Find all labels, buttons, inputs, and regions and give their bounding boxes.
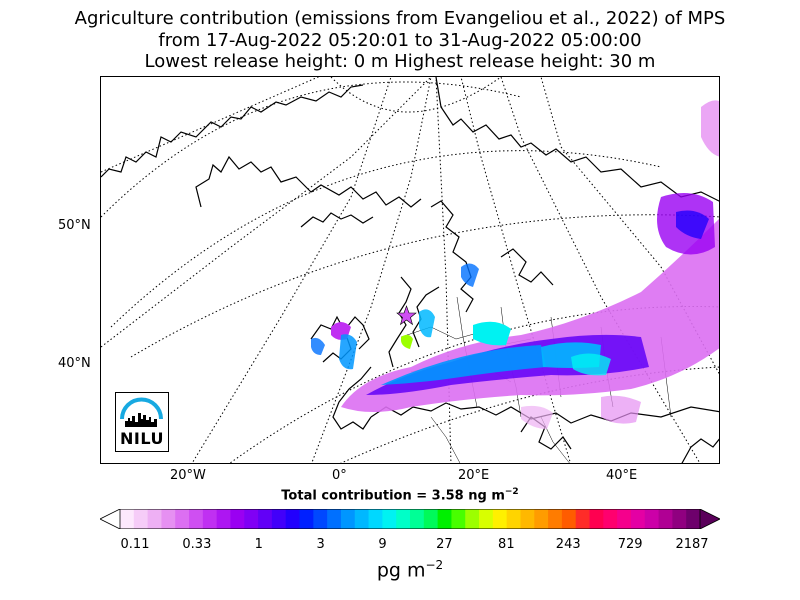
map-title-line-3: Lowest release height: 0 m Highest relea…: [144, 51, 656, 72]
colorbar-cell: [271, 509, 287, 529]
colorbar-cell: [133, 509, 149, 529]
lon-label-0: 0°: [332, 468, 347, 483]
colorbar-tick-label: 243: [555, 537, 581, 552]
logo-text: NILU: [120, 429, 164, 448]
colorbar-cell: [382, 509, 397, 529]
colorbar-cell: [479, 509, 494, 529]
colorbar-tick-label: 0.33: [182, 537, 212, 552]
colorbar-cell: [202, 509, 218, 529]
colorbar-cell: [520, 509, 535, 529]
lon-label-20e: 20°E: [458, 468, 490, 483]
colorbar-tick-label: 1: [254, 537, 263, 552]
nilu-logo: NILU: [115, 392, 169, 452]
colorbar-tick-label: 81: [498, 537, 515, 552]
map-canvas: [101, 77, 719, 463]
colorbar-cell: [285, 509, 301, 529]
colorbar-cell: [396, 509, 411, 529]
units-base: pg m: [376, 559, 426, 582]
colorbar-cell: [354, 509, 370, 529]
colorbar-cell: [423, 509, 439, 529]
colorbar-cell: [658, 509, 673, 529]
colorbar-cell: [189, 509, 204, 529]
colorbar-cell: [575, 509, 591, 529]
total-contribution: Total contribution = 3.58 ng m−2: [0, 487, 800, 503]
units-exponent: −2: [425, 558, 444, 572]
colorbar-cell: [617, 509, 632, 529]
colorbar-cell: [230, 509, 245, 529]
colorbar-tick-label: 2187: [675, 537, 709, 552]
colorbar-cell: [644, 509, 660, 529]
colorbar-cell: [313, 509, 328, 529]
colorbar-cell: [216, 509, 231, 529]
colorbar-cell: [258, 509, 273, 529]
colorbar-cell: [299, 509, 314, 529]
lon-label-20w: 20°W: [170, 468, 206, 483]
lon-label-40e: 40°E: [606, 468, 638, 483]
colorbar-cell: [603, 509, 618, 529]
colorbar-cell: [120, 509, 135, 529]
colorbar: [100, 509, 720, 529]
lat-label-40n: 40°N: [58, 356, 91, 371]
map-title-line-1: Agriculture contribution (emissions from…: [74, 8, 726, 29]
colorbar-cell: [340, 509, 356, 529]
colorbar-low-extension: [100, 509, 121, 529]
colorbar-units: pg m−2: [0, 558, 800, 581]
colorbar-cell: [548, 509, 563, 529]
colorbar-cell: [561, 509, 577, 529]
colorbar-cell: [451, 509, 466, 529]
colorbar-cell: [589, 509, 604, 529]
colorbar-tick-label: 0.11: [120, 537, 150, 552]
colorbar-tick-label: 27: [436, 537, 453, 552]
colorbar-high-extension: [699, 509, 720, 529]
total-contribution-exponent: −2: [504, 487, 519, 497]
colorbar-tick-label: 729: [617, 537, 643, 552]
concentration-field: [311, 100, 719, 429]
map-panel: [100, 76, 720, 464]
colorbar-cell: [147, 509, 162, 529]
colorbar-cell: [244, 509, 259, 529]
colorbar-cell: [686, 509, 701, 529]
colorbar-cell: [327, 509, 342, 529]
colorbar-cell: [465, 509, 480, 529]
total-contribution-text: Total contribution = 3.58 ng m: [281, 488, 505, 504]
star-icon: [396, 305, 417, 326]
colorbar-tick-label: 9: [378, 537, 387, 552]
colorbar-cell: [534, 509, 549, 529]
colorbar-cell: [672, 509, 687, 529]
colorbar-cell: [630, 509, 646, 529]
colorbar-cell: [175, 509, 190, 529]
colorbar-cell: [492, 509, 508, 529]
colorbar-cell: [161, 509, 176, 529]
colorbar-cell: [368, 509, 383, 529]
lat-label-50n: 50°N: [58, 218, 91, 233]
map-title-line-2: from 17-Aug-2022 05:20:01 to 31-Aug-2022…: [158, 30, 642, 51]
colorbar-cell: [410, 509, 425, 529]
colorbar-cell: [506, 509, 521, 529]
nilu-logo-icon: [120, 397, 163, 427]
colorbar-tick-label: 3: [316, 537, 325, 552]
colorbar-cell: [437, 509, 452, 529]
